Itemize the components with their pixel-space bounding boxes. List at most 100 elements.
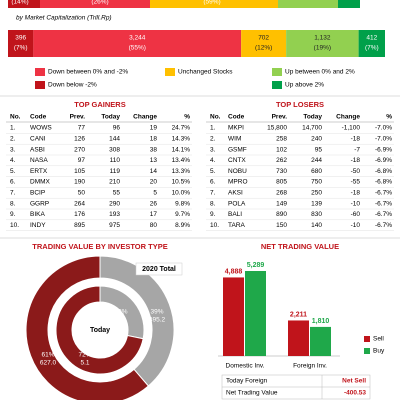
legend-label: Down between 0% and -2% (48, 69, 128, 76)
table-cell: -18 (351, 157, 361, 164)
table-cell: 50 (78, 190, 86, 197)
table-cell: 17 (150, 211, 158, 218)
table-cell: 210 (109, 179, 120, 186)
table-cell: 77 (78, 125, 86, 132)
cap-pct-label: (7%) (14, 45, 28, 52)
table-header: No. (10, 114, 21, 121)
table-cell: 750 (311, 179, 322, 186)
table-cell: 7. (10, 190, 16, 197)
donut-value-label: 627.0 (40, 360, 57, 367)
cap-segment (241, 30, 287, 57)
table-cell: BIKA (30, 211, 45, 218)
table-cell: 3. (10, 146, 16, 153)
table-cell: -18 (351, 190, 361, 197)
table-cell: 13 (150, 157, 158, 164)
cap-pct-label: (19%) (314, 45, 331, 52)
donut-hole (74, 304, 126, 356)
cap-value-label: 412 (366, 35, 377, 42)
table-cell: -6.9% (375, 146, 392, 153)
table-cell: 9. (10, 211, 16, 218)
donut-slice (25, 255, 150, 405)
top-bar-segment (8, 0, 40, 8)
cap-pct-label: (7%) (365, 45, 379, 52)
table-cell: 15,800 (267, 125, 287, 132)
donut-slice (55, 285, 144, 375)
table-cell: -55 (351, 179, 361, 186)
table-cell: 18 (150, 136, 158, 143)
table-header: No. (210, 114, 221, 121)
table-cell: 1. (10, 125, 16, 132)
table-cell: INDY (30, 222, 46, 229)
table-header: Prev. (272, 114, 288, 121)
table-cell: -7 (354, 146, 360, 153)
cap-pct-label: (55%) (129, 45, 146, 52)
table-cell: -6.8% (375, 168, 392, 175)
top-bar-segment (278, 0, 338, 8)
table-cell: 96 (113, 125, 121, 132)
table-cell: POLA (228, 200, 246, 207)
table-cell: NOBU (228, 168, 247, 175)
table-cell: 9.7% (175, 211, 190, 218)
donut-pct-label: 39% (150, 309, 163, 316)
table-cell: 244 (311, 157, 322, 164)
table-cell: -18 (351, 136, 361, 143)
cap-segment (358, 30, 385, 57)
donut-pct-label: 61% (41, 352, 54, 359)
table-cell: 150 (276, 222, 287, 229)
summary-label: Today Foreign (226, 378, 268, 385)
table-header: Prev. (70, 114, 86, 121)
table-cell: 110 (110, 157, 121, 164)
table-cell: 193 (109, 211, 120, 218)
top-bar-label: (59%) (203, 0, 220, 6)
section-title: TRADING VALUE BY INVESTOR TYPE (32, 242, 167, 251)
table-cell: 250 (311, 190, 322, 197)
summary-value: Net Sell (342, 378, 366, 385)
table-cell: -7.0% (375, 125, 392, 132)
cap-value-label: 1,132 (314, 35, 331, 42)
table-cell: 308 (109, 146, 120, 153)
table-cell: 9. (210, 211, 216, 218)
table-cell: 4. (10, 157, 16, 164)
table-cell: -6.8% (375, 179, 392, 186)
legend-label: Buy (373, 348, 385, 355)
table-cell: 890 (276, 211, 287, 218)
table-cell: -6.7% (375, 222, 392, 229)
table-cell: 8.9% (175, 222, 190, 229)
table-cell: ASBI (30, 146, 45, 153)
x-tick-label: Domestic Inv. (226, 363, 265, 370)
table-cell: GGRP (30, 200, 49, 207)
table-cell: 102 (276, 146, 287, 153)
table-cell: 240 (311, 136, 322, 143)
table-cell: NASA (30, 157, 48, 164)
table-cell: 20 (150, 179, 158, 186)
table-header: Today (101, 114, 120, 121)
table-cell: 3. (210, 146, 216, 153)
legend-label: Sell (373, 336, 384, 343)
section-title: NET TRADING VALUE (261, 242, 339, 251)
table-cell: ERTX (30, 168, 48, 175)
legend-label: Unchanged Stocks (178, 69, 233, 76)
ring-name-box (135, 262, 183, 276)
table-cell: CANI (30, 136, 46, 143)
table-cell: 262 (276, 157, 287, 164)
top-bar-segment (338, 0, 360, 8)
table-cell: 730 (276, 168, 287, 175)
table-cell: 26 (150, 200, 158, 207)
table-cell: 6. (10, 179, 16, 186)
top-bar-segment (150, 0, 278, 8)
bar (288, 320, 309, 356)
table-cell: 258 (276, 136, 287, 143)
table-cell: GSMF (228, 146, 247, 153)
table-cell: -10 (351, 222, 361, 229)
donut-value-label: 5.1 (80, 360, 89, 367)
cap-value-label: 3,244 (129, 35, 146, 42)
table-cell: 5. (210, 168, 216, 175)
table-cell: CNTX (228, 157, 246, 164)
table-cell: 13.4% (172, 157, 191, 164)
summary-label: Net Trading Value (226, 390, 278, 397)
table-cell: 10. (210, 222, 219, 229)
table-cell: 10.5% (172, 179, 191, 186)
cap-segment (33, 30, 242, 57)
donut-pct-label: 72% (78, 352, 91, 359)
